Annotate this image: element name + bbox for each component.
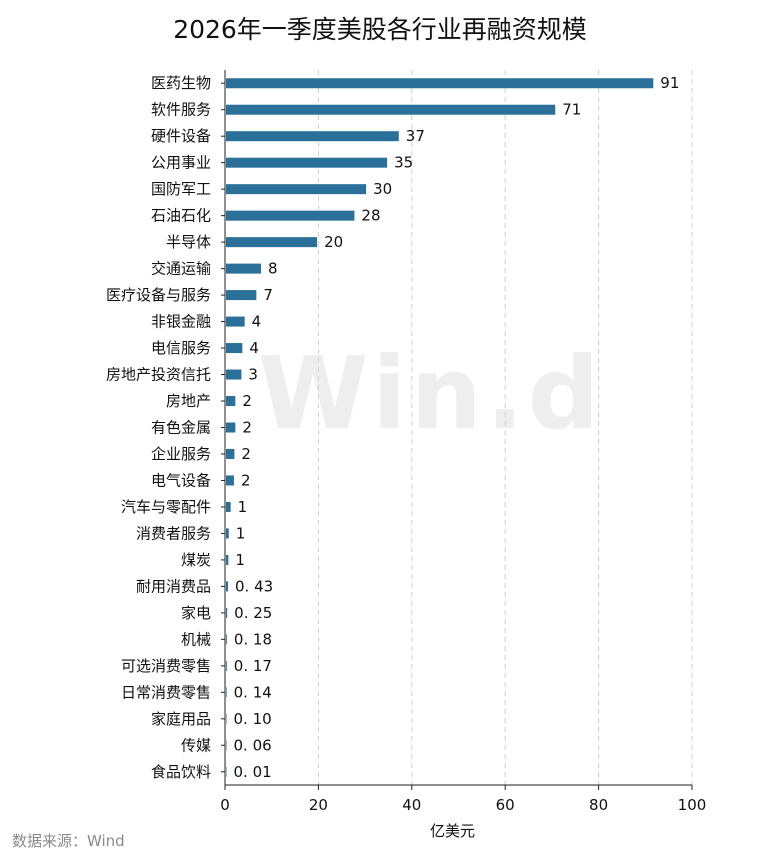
data-label: 0. 14 [234,683,272,701]
bar [226,501,231,512]
data-label: 1 [238,498,248,516]
bar [226,422,236,433]
category-label: 医药生物 [151,74,211,92]
x-tick-label: 100 [678,796,707,814]
category-label: 有色金属 [151,419,211,437]
data-label: 2 [242,419,252,437]
data-label: 1 [235,551,245,569]
category-label: 传媒 [181,736,211,754]
bar [226,369,242,380]
data-label: 4 [252,313,262,331]
bar [226,157,388,168]
category-label: 硬件设备 [151,127,211,145]
data-label: 2 [241,471,251,489]
bar [226,237,318,248]
wind-watermark: Win.d [258,335,604,452]
data-label: 3 [248,366,258,384]
category-label: 日常消费零售 [121,683,211,701]
data-label: 20 [324,233,343,251]
bar [226,687,227,698]
data-label: 2 [241,445,251,463]
data-label: 0. 18 [234,630,272,648]
bar [226,766,227,777]
category-label: 交通运输 [151,260,211,278]
category-label: 公用事业 [151,154,211,172]
category-label: 石油石化 [151,207,211,225]
bar [226,475,234,486]
data-label: 30 [373,180,392,198]
bar [226,528,229,539]
chart-title: 2026年一季度美股各行业再融资规模 [173,15,587,44]
data-label: 0. 01 [234,763,272,781]
source-note: 数据来源：Wind [12,832,125,850]
data-label: 0. 43 [235,577,273,595]
x-tick-label: 20 [309,796,328,814]
data-label: 71 [562,101,581,119]
category-label: 汽车与零配件 [121,498,211,516]
x-tick-label: 60 [496,796,515,814]
data-label: 91 [660,74,679,92]
category-label: 可选消费零售 [121,657,211,675]
category-label: 医疗设备与服务 [106,286,211,304]
data-label: 4 [249,339,259,357]
category-label: 耐用消费品 [136,577,211,595]
bar [226,104,556,115]
bar [226,581,229,592]
category-label: 软件服务 [151,101,211,119]
x-tick-label: 0 [220,796,230,814]
bar [226,554,229,565]
data-label: 0. 17 [234,657,272,675]
category-label: 非银金融 [151,313,211,331]
category-label: 消费者服务 [136,524,211,542]
x-axis-title: 亿美元 [430,822,475,840]
bar [226,343,243,354]
bar [226,316,245,327]
data-label: 0. 25 [234,604,272,622]
bar [226,634,227,645]
category-label: 房地产 [166,392,211,410]
category-label: 家庭用品 [151,710,211,728]
bar [226,290,257,301]
bar [226,263,262,274]
data-label: 7 [263,286,273,304]
data-label: 0. 10 [234,710,272,728]
category-label: 电气设备 [151,471,211,489]
bar [226,660,227,671]
data-label: 28 [361,207,380,225]
data-label: 0. 06 [234,736,272,754]
bar [226,131,399,142]
data-label: 8 [268,260,278,278]
category-label: 电信服务 [151,339,211,357]
data-label: 2 [242,392,252,410]
bar [226,607,228,618]
bar [226,78,654,89]
category-label: 企业服务 [151,445,211,463]
category-label: 国防军工 [151,180,211,198]
category-label: 房地产投资信托 [106,366,211,384]
bar [226,210,355,221]
category-label: 半导体 [166,233,211,251]
data-label: 1 [236,524,246,542]
category-label: 家电 [181,604,211,622]
bar [226,184,367,195]
bar [226,740,227,751]
bar [226,713,227,724]
data-label: 35 [394,154,413,172]
category-label: 机械 [181,630,211,648]
bar [226,448,235,459]
category-label: 煤炭 [181,551,211,569]
data-label: 37 [406,127,425,145]
x-tick-label: 80 [589,796,608,814]
category-label: 食品饮料 [151,763,211,781]
bar [226,396,236,407]
x-tick-label: 40 [402,796,421,814]
